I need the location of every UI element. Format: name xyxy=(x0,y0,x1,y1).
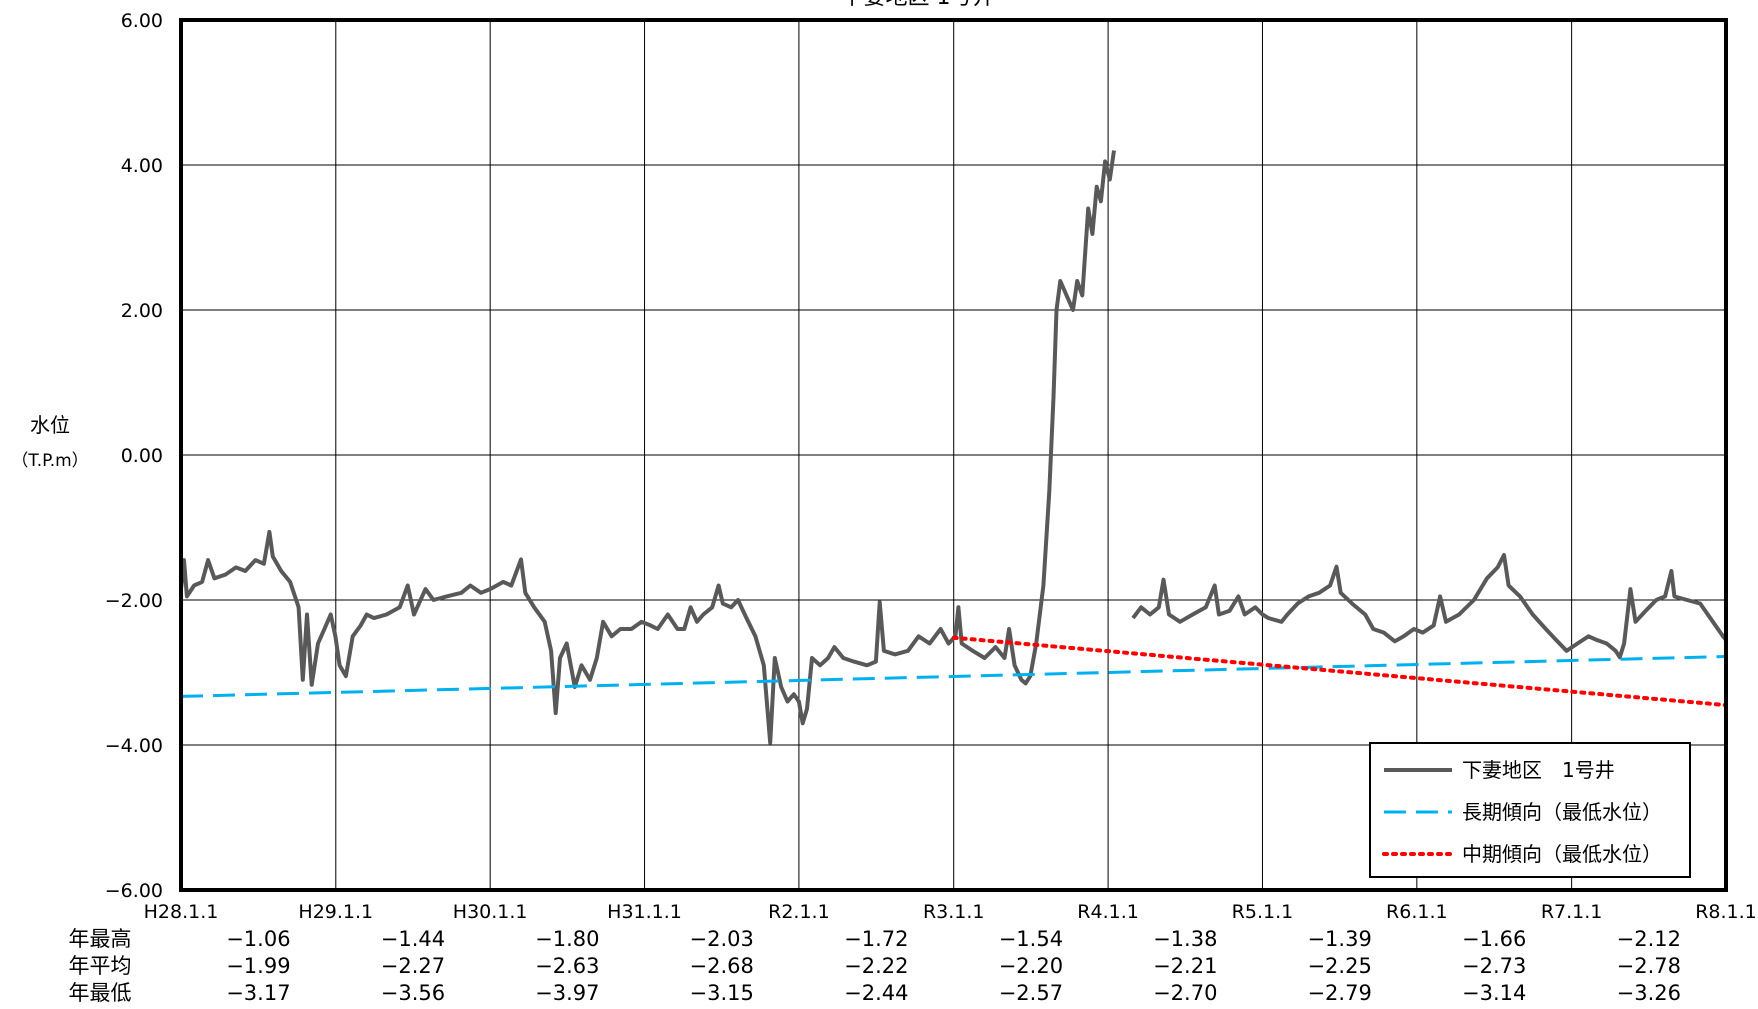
x-tick-label: R3.1.1 xyxy=(923,901,985,923)
y-tick-label: 6.00 xyxy=(121,10,163,32)
y-tick-label: 0.00 xyxy=(121,445,163,467)
stats-value: −1.54 xyxy=(999,927,1063,951)
stats-value: −3.15 xyxy=(690,981,754,1005)
stats-value: −1.66 xyxy=(1462,927,1526,951)
stats-value: −1.44 xyxy=(381,927,445,951)
series-line-2 xyxy=(180,655,1727,698)
stats-value: −1.72 xyxy=(844,927,908,951)
x-tick-label: R2.1.1 xyxy=(768,901,830,923)
plot-frame xyxy=(179,18,1728,892)
series-line-3 xyxy=(951,635,1728,708)
y-axis-ticks: 6.00 4.00 2.00 0.00 −2.00 −4.00 −6.00 xyxy=(105,10,163,902)
stats-value: −2.57 xyxy=(999,981,1063,1005)
stats-value: −2.79 xyxy=(1307,981,1371,1005)
x-tick-label: R5.1.1 xyxy=(1232,901,1294,923)
stats-value: −1.39 xyxy=(1307,927,1371,951)
x-tick-label: R8.1.1 xyxy=(1695,901,1757,923)
chart-title: 下妻地区 1号井 xyxy=(842,0,995,10)
stats-value: −3.17 xyxy=(226,981,290,1005)
x-tick-label: R4.1.1 xyxy=(1077,901,1139,923)
y-tick-label: −6.00 xyxy=(105,880,163,902)
legend-label: 中期傾向（最低水位） xyxy=(1462,842,1662,866)
stats-value: −2.12 xyxy=(1617,927,1681,951)
series-line-1 xyxy=(179,150,1116,745)
stats-value: −1.80 xyxy=(535,927,599,951)
x-tick-label: H29.1.1 xyxy=(298,901,373,923)
x-tick-label: H31.1.1 xyxy=(607,901,682,923)
legend-label: 下妻地区 1号井 xyxy=(1462,758,1615,782)
stats-value: −3.14 xyxy=(1462,981,1526,1005)
y-axis-label: 水位 xyxy=(30,413,70,437)
x-tick-label: R6.1.1 xyxy=(1386,901,1448,923)
stats-value: −1.99 xyxy=(226,954,290,978)
stats-value: −2.68 xyxy=(690,954,754,978)
stats-value: −3.97 xyxy=(535,981,599,1005)
stats-value: −2.44 xyxy=(844,981,908,1005)
y-axis-unit: （T.P.m） xyxy=(11,451,88,471)
x-axis-ticks: H28.1.1 H29.1.1 H30.1.1 H31.1.1 R2.1.1 R3.1.1… xyxy=(144,901,1757,923)
y-tick-label: 2.00 xyxy=(121,300,163,322)
stats-value: −2.73 xyxy=(1462,954,1526,978)
stats-value: −2.70 xyxy=(1153,981,1217,1005)
stats-value: −3.56 xyxy=(381,981,445,1005)
stats-value: −2.27 xyxy=(381,954,445,978)
legend-label: 長期傾向（最低水位） xyxy=(1462,800,1662,824)
series-line-1 xyxy=(1131,553,1728,660)
stats-value: −2.78 xyxy=(1617,954,1681,978)
stats-row-label: 年平均 xyxy=(69,954,132,978)
stats-value: −2.03 xyxy=(690,927,754,951)
stats-table: 年最高 −1.06 −1.44 −1.80 −2.03 −1.72 −1.54 −1.38 −1… xyxy=(69,927,1681,1005)
stats-row-label: 年最高 xyxy=(69,927,132,951)
y-tick-label: −2.00 xyxy=(105,590,163,612)
stats-row-label: 年最低 xyxy=(69,981,132,1005)
stats-value: −2.63 xyxy=(535,954,599,978)
stats-value: −1.06 xyxy=(226,927,290,951)
x-tick-label: H28.1.1 xyxy=(144,901,219,923)
series-layer xyxy=(179,150,1728,745)
stats-value: −1.38 xyxy=(1153,927,1217,951)
stats-value: −2.20 xyxy=(999,954,1063,978)
y-tick-label: −4.00 xyxy=(105,735,163,757)
x-tick-label: H30.1.1 xyxy=(453,901,528,923)
stats-value: −2.25 xyxy=(1307,954,1371,978)
stats-value: −2.21 xyxy=(1153,954,1217,978)
y-tick-label: 4.00 xyxy=(121,155,163,177)
x-tick-label: R7.1.1 xyxy=(1541,901,1603,923)
stats-value: −2.22 xyxy=(844,954,908,978)
stats-value: −3.26 xyxy=(1617,981,1681,1005)
